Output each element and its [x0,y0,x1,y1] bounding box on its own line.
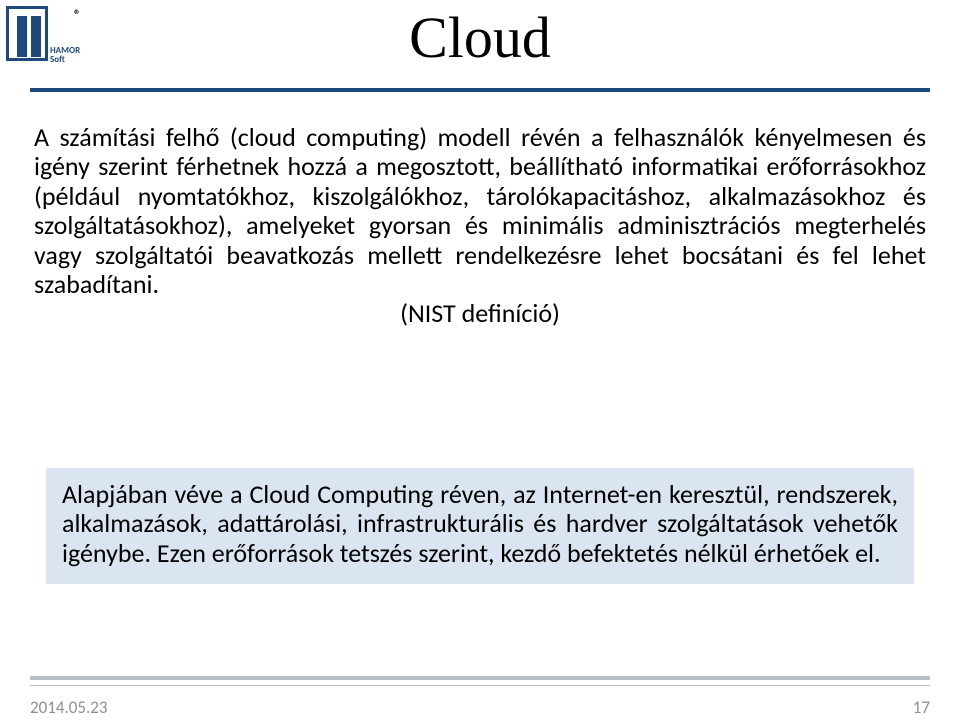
body-paragraph: A számítási felhő (cloud computing) mode… [34,123,926,329]
footer-page-number: 17 [913,697,930,718]
footer-line-thin [30,685,930,686]
callout-text: Alapjában véve a Cloud Computing réven, … [62,478,898,569]
page-title: Cloud [0,4,960,71]
title-underline [30,88,930,92]
body-text: A számítási felhő (cloud computing) mode… [34,121,926,300]
slide: ® HAMOR Soft Cloud A számítási felhő (cl… [0,0,960,728]
callout-box: Alapjában véve a Cloud Computing réven, … [46,468,914,584]
footer-date: 2014.05.23 [30,697,108,718]
nist-label: (NIST definíció) [34,299,926,328]
footer-line-thick [30,676,930,680]
